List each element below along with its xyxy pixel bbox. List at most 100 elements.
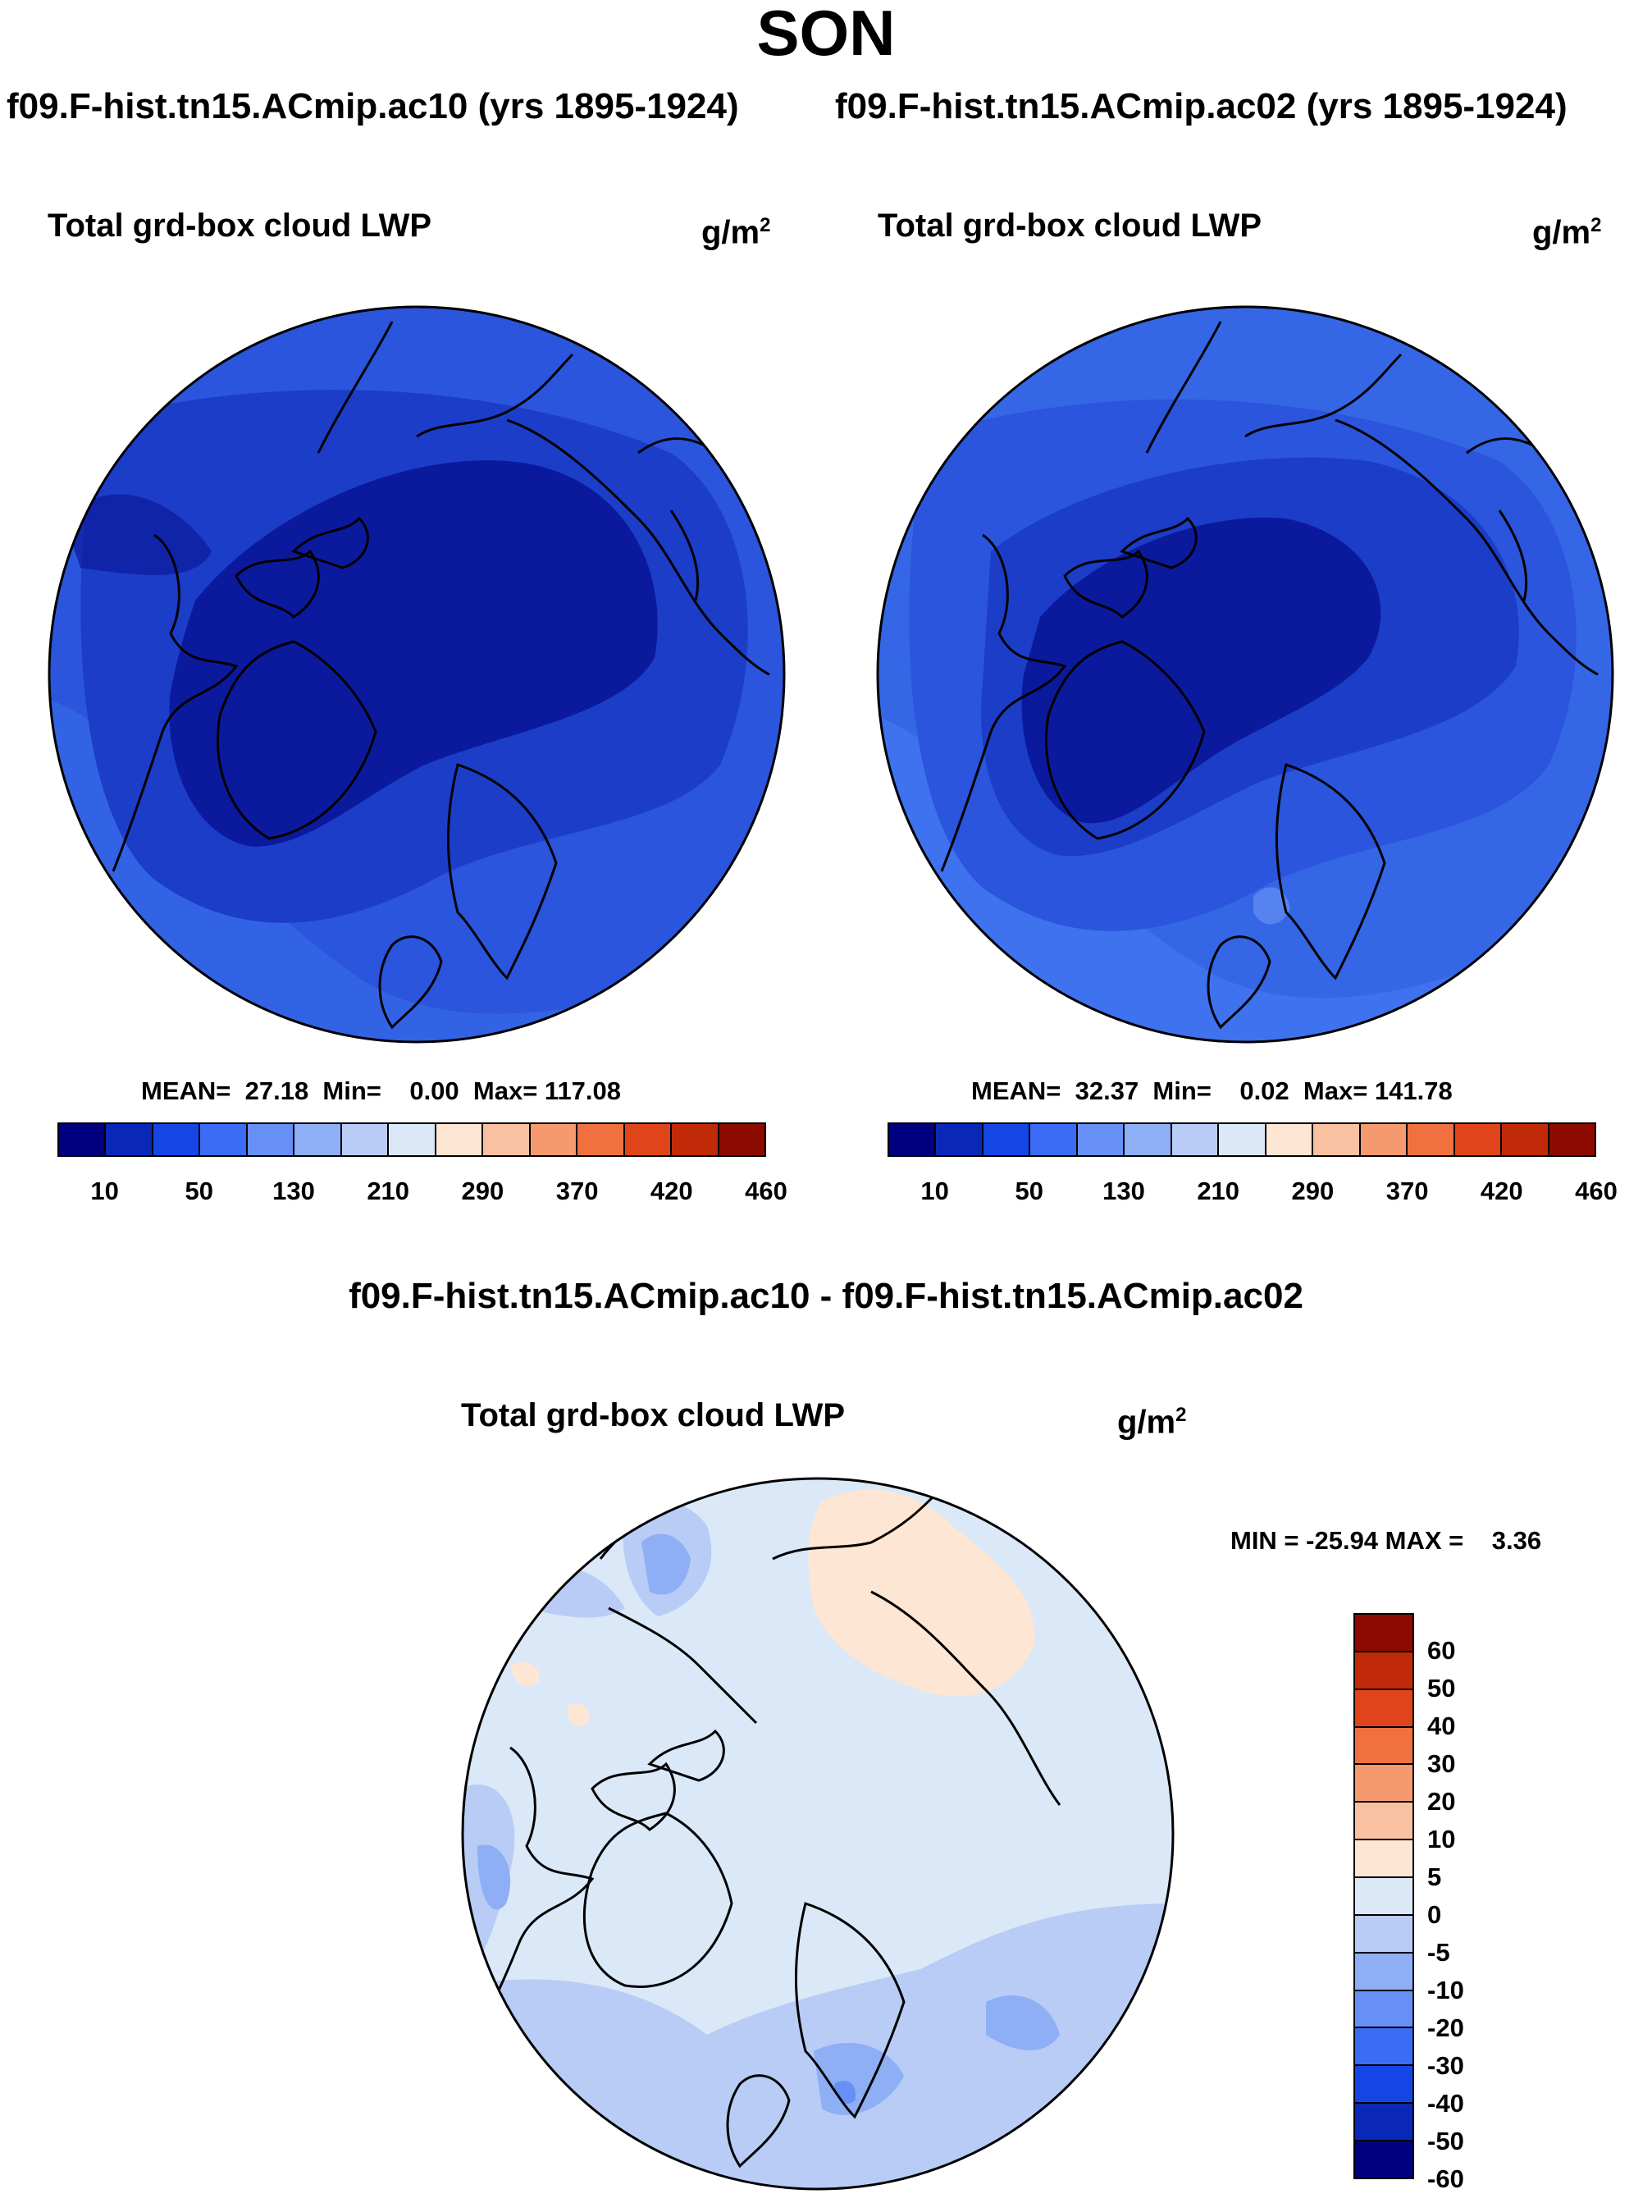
diff-colorbar-swatch <box>1355 1878 1412 1916</box>
field-dark-west <box>64 494 212 575</box>
diff-colorbar-swatch <box>1355 1953 1412 1991</box>
diff-colorbar <box>1353 1613 1414 2179</box>
diff-colorbar-tick-label: -60 <box>1427 2164 1464 2193</box>
diff-pos-east <box>808 1489 1035 1697</box>
left-colorbar-swatch <box>719 1124 765 1155</box>
diff-colorbar-swatch <box>1355 1615 1412 1652</box>
diff-colorbar-labels: 60 50 40 30 20 10 5 0 -5 -10 -20 -30 -40 -50 -60 <box>1427 1613 1493 2193</box>
right-colorbar-tick-label: 370 <box>1385 1177 1429 1205</box>
left-colorbar-tick-label: 420 <box>650 1177 693 1205</box>
diff-pos-west-a <box>510 1662 540 1686</box>
diff-colorbar-swatch <box>1355 1652 1412 1690</box>
left-stats: MEAN= 27.18 Min= 0.00 Max= 117.08 <box>141 1076 622 1105</box>
left-colorbar-tick-label: 290 <box>461 1177 504 1205</box>
diff-colorbar-swatch <box>1355 2141 1412 2178</box>
diff-title: f09.F-hist.tn15.ACmip.ac10 - f09.F-hist.… <box>349 1276 1303 1316</box>
field-light-patch <box>1253 887 1290 925</box>
left-colorbar-swatch <box>200 1124 248 1155</box>
right-colorbar-labels: 10 50 130 210 290 370 420 460 <box>888 1175 1618 1208</box>
left-colorbar-tick-label: 210 <box>367 1177 410 1205</box>
right-colorbar-swatch <box>1408 1124 1455 1155</box>
field-light-band <box>878 715 1613 1042</box>
left-colorbar-swatch <box>672 1124 719 1155</box>
left-colorbar-swatch <box>341 1124 390 1155</box>
left-colorbar-tick-label: 50 <box>185 1177 214 1205</box>
diff-minmax: MIN = -25.94 MAX = 3.36 <box>1230 1526 1542 1555</box>
diff-colorbar-tick-label: -5 <box>1427 1938 1450 1967</box>
right-colorbar-tick-label: 210 <box>1197 1177 1240 1205</box>
diff-map-border <box>461 1477 1175 2191</box>
left-map <box>48 305 786 1044</box>
diff-coastlines <box>468 1484 1061 2169</box>
diff-colorbar-tick-label: 0 <box>1427 1900 1442 1929</box>
left-colorbar-swatch <box>106 1124 153 1155</box>
right-stats: MEAN= 32.37 Min= 0.02 Max= 141.78 <box>971 1076 1453 1105</box>
diff-colorbar-tick-label: 60 <box>1427 1636 1456 1665</box>
diff-colorbar-swatch <box>1355 1915 1412 1954</box>
left-colorbar-swatch <box>389 1124 436 1155</box>
diff-neg20-west <box>477 1844 511 1910</box>
right-colorbar-swatch <box>1171 1124 1220 1155</box>
diff-colorbar-tick-label: 40 <box>1427 1712 1456 1740</box>
right-colorbar-swatch <box>1313 1124 1361 1155</box>
diff-colorbar-swatch <box>1355 1803 1412 1841</box>
diff-colorbar-swatch <box>1355 1689 1412 1728</box>
diff-panel-variable: Total grd-box cloud LWP <box>461 1397 846 1433</box>
field-dark-region <box>169 460 658 847</box>
left-colorbar-swatch <box>483 1124 531 1155</box>
diff-colorbar-tick-label: -10 <box>1427 1976 1464 2004</box>
right-colorbar <box>888 1122 1596 1157</box>
left-colorbar-swatch <box>624 1124 673 1155</box>
right-colorbar-swatch <box>1077 1124 1125 1155</box>
diff-panel-units: g/m2 <box>1117 1404 1187 1441</box>
diff-map <box>461 1477 1175 2191</box>
diff-neg20-north <box>641 1533 691 1595</box>
right-map-border <box>876 305 1614 1044</box>
left-colorbar-tick-label: 460 <box>745 1177 787 1205</box>
left-colorbar-swatch <box>530 1124 578 1155</box>
right-map <box>876 305 1614 1044</box>
left-colorbar-labels: 10 50 130 210 290 370 420 460 <box>57 1175 787 1208</box>
diff-colorbar-swatch <box>1355 2028 1412 2067</box>
diff-colorbar-swatch <box>1355 1765 1412 1803</box>
diff-colorbar-tick-label: -20 <box>1427 2013 1464 2042</box>
diff-colorbar-swatch <box>1355 2066 1412 2105</box>
diff-colorbar-tick-label: -50 <box>1427 2127 1464 2155</box>
diff-pos-west-b <box>567 1703 589 1726</box>
left-colorbar <box>57 1122 766 1157</box>
right-colorbar-swatch <box>1502 1124 1549 1155</box>
left-colorbar-swatch <box>153 1124 201 1155</box>
right-colorbar-tick-label: 290 <box>1291 1177 1335 1205</box>
right-colorbar-swatch <box>1219 1124 1266 1155</box>
right-panel-variable: Total grd-box cloud LWP <box>878 208 1262 244</box>
right-colorbar-swatch <box>936 1124 983 1155</box>
left-panel-units: g/m2 <box>701 214 771 251</box>
diff-colorbar-tick-label: 20 <box>1427 1787 1456 1816</box>
right-colorbar-swatch <box>1360 1124 1408 1155</box>
left-colorbar-swatch <box>59 1124 107 1155</box>
diff-colorbar-tick-label: 10 <box>1427 1825 1456 1853</box>
left-map-border <box>48 305 786 1044</box>
right-colorbar-swatch <box>1125 1124 1172 1155</box>
right-colorbar-swatch <box>1266 1124 1314 1155</box>
diff-colorbar-tick-label: 5 <box>1427 1862 1442 1891</box>
left-colorbar-swatch <box>294 1124 342 1155</box>
right-colorbar-swatch <box>983 1124 1031 1155</box>
left-colorbar-swatch <box>577 1124 625 1155</box>
right-colorbar-swatch <box>1030 1124 1078 1155</box>
right-colorbar-swatch <box>1549 1124 1595 1155</box>
diff-colorbar-tick-label: -30 <box>1427 2051 1464 2080</box>
diff-colorbar-swatch <box>1355 1840 1412 1879</box>
figure-title: SON <box>756 0 896 69</box>
diff-colorbar-swatch <box>1355 1727 1412 1766</box>
field-light-band <box>49 699 784 1042</box>
left-panel-variable: Total grd-box cloud LWP <box>48 208 432 244</box>
left-colorbar-swatch <box>436 1124 484 1155</box>
diff-colorbar-tick-label: 30 <box>1427 1749 1456 1778</box>
right-colorbar-tick-label: 50 <box>1015 1177 1044 1205</box>
diff-colorbar-tick-label: -40 <box>1427 2089 1464 2118</box>
right-run-label: f09.F-hist.tn15.ACmip.ac02 (yrs 1895-192… <box>835 86 1568 126</box>
right-colorbar-tick-label: 130 <box>1102 1177 1145 1205</box>
right-colorbar-swatch <box>1454 1124 1503 1155</box>
right-colorbar-swatch <box>889 1124 937 1155</box>
